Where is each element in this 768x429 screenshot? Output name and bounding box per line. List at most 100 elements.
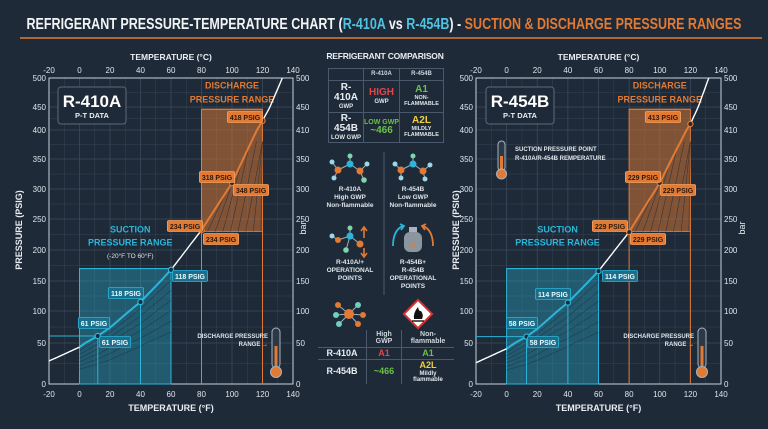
- psig-label-box: [602, 270, 639, 282]
- x-top-tick-label: 40: [563, 66, 572, 75]
- x-top-tick-label: 60: [167, 66, 176, 75]
- hatch-curve: [506, 332, 599, 371]
- psig-label-box: [77, 317, 111, 329]
- safety-cell: A1: [401, 347, 454, 361]
- hatch-curve: [79, 300, 172, 359]
- suction-note: R-410A/R-454B REMPERATURE: [515, 156, 606, 162]
- thermometer-icon: [496, 140, 507, 180]
- hatch-line: [222, 163, 242, 232]
- row-name: R-454B: [326, 366, 358, 377]
- thermometer-level: [700, 346, 704, 366]
- molecule-cluster-icon: [333, 302, 366, 327]
- thermo-note: RANGE →: [239, 342, 268, 348]
- x-axis-title: TEMPERATURE (°F): [556, 403, 641, 413]
- refrigerant-cylinder-icon: △: [392, 223, 434, 252]
- molecule-arrows-icon: [329, 225, 368, 259]
- psig-label: 413 PSIG: [648, 115, 679, 122]
- icon-caption: R-454B+ R-454B OPERATIONAL POINTS: [383, 259, 443, 291]
- caption-line: R-454B: [401, 186, 425, 193]
- x-tick-label: 120: [684, 390, 698, 399]
- x-tick-label: 40: [563, 390, 572, 399]
- caption-line: Non-flammable: [326, 202, 374, 209]
- row-sub: LOW GWP: [331, 134, 361, 141]
- psig-label-box: [645, 111, 682, 123]
- x-top-tick-label: 120: [684, 66, 698, 75]
- thermo-note: DISCHARGE PRESSURE: [623, 334, 694, 340]
- psig-label-box: [526, 336, 560, 348]
- y-tick-label: 0: [42, 380, 47, 389]
- gwp-sub: GWP: [374, 98, 389, 105]
- icon-caption: R-454B Low GWP Non-flammable: [383, 186, 443, 210]
- y-tick-label: 0: [469, 380, 474, 389]
- x-top-axis-title: TEMPERATURE (°C): [130, 52, 212, 62]
- x-top-tick-label: -20: [43, 66, 55, 75]
- thermometer-level: [500, 156, 503, 170]
- discharge-range-label: PRESSURE RANGE: [190, 94, 275, 104]
- x-top-tick-label: 140: [714, 66, 728, 75]
- y-tick-label: 350: [460, 155, 474, 164]
- y-tick-label: 200: [460, 246, 474, 255]
- pt-curve-suction: [506, 270, 600, 350]
- caption-line: R-410A/+: [336, 259, 364, 266]
- x-top-tick-label: 0: [77, 66, 82, 75]
- psig-label-box: [535, 288, 572, 300]
- x-tick-label: 60: [594, 390, 603, 399]
- safety-cell: A1 NON-FLAMMABLE: [399, 80, 444, 113]
- psig-label-box: [226, 111, 263, 123]
- y-tick-label: 400: [33, 126, 47, 135]
- bottom-comparison-table: High GWP Non-flammable R-410A A1 A1 R-45…: [318, 330, 454, 385]
- psig-label-box: [98, 336, 132, 348]
- x-tick-label: 80: [625, 390, 634, 399]
- caption-line: R-454B+: [399, 259, 427, 266]
- psig-label: 348 PSIG: [236, 188, 267, 195]
- psig-label-box: [198, 171, 235, 183]
- y-tick-label: 50: [37, 339, 46, 348]
- y-right-tick-label: 300: [296, 185, 310, 194]
- thermo-note: RANGE →: [665, 342, 694, 348]
- title-r410a: R-410A: [343, 16, 386, 33]
- safety-sub: MILDLY FLAMMABLE: [404, 125, 439, 138]
- gwp-cell: ~466: [366, 359, 402, 385]
- y-tick-label: 500: [33, 74, 47, 83]
- table-row: R-410A GWP HIGH GWP A1 NON-FLAMMABLE: [328, 80, 444, 113]
- suction-range-label: SUCTION: [110, 225, 151, 235]
- y-tick-label: 450: [460, 103, 474, 112]
- hatch-line: [207, 192, 227, 232]
- hatch-curve: [506, 281, 599, 353]
- safety-class: A2L: [419, 360, 437, 371]
- flammable-hazard-icon: [402, 298, 434, 330]
- psig-label-box: [166, 220, 203, 232]
- discharge-range-area: [628, 108, 691, 232]
- x-top-tick-label: 20: [106, 66, 115, 75]
- y-tick-label: 150: [460, 277, 474, 286]
- psig-label: 58 PSIG: [530, 340, 557, 347]
- psig-label: 114 PSIG: [538, 292, 569, 299]
- x-top-tick-label: 80: [197, 66, 206, 75]
- header-cell: Non-flammable: [401, 330, 454, 348]
- header-cell: R-410A: [363, 68, 400, 81]
- chart-right: -20 0 20 40 60 80 100 120 140-20 0 20 40 60 80 100 120 1…: [451, 52, 747, 413]
- safety-cell: A2L MILDLY FLAMMABLE: [399, 112, 444, 143]
- x-top-tick-label: 100: [653, 66, 667, 75]
- hatch-curve: [506, 301, 599, 360]
- y-right-tick-label: 150: [724, 277, 738, 286]
- row-sub: GWP: [338, 103, 354, 110]
- y-tick-label: 100: [33, 307, 47, 316]
- svg-text:△: △: [409, 241, 416, 248]
- y-right-tick-label: 200: [724, 246, 738, 255]
- title-r454b: R-454B: [406, 16, 449, 33]
- caption-line: POINTS: [337, 275, 363, 282]
- caption-line: OPERATIONAL: [326, 267, 374, 274]
- y-right-tick-label: 50: [296, 339, 305, 348]
- x-tick-label: -20: [43, 390, 55, 399]
- gwp-cell: A1: [366, 347, 402, 361]
- x-tick-label: 20: [106, 390, 115, 399]
- panel-title: R-454B: [491, 92, 550, 111]
- hatch-line: [650, 164, 670, 232]
- bottom-header-row: High GWP Non-flammable: [318, 330, 454, 348]
- data-point: [595, 267, 602, 275]
- panel-title-box: [57, 86, 127, 125]
- y-tick-label: 300: [33, 185, 47, 194]
- comparison-header-row: R-410A R-454B: [328, 68, 444, 81]
- panel-title-box: [485, 86, 555, 125]
